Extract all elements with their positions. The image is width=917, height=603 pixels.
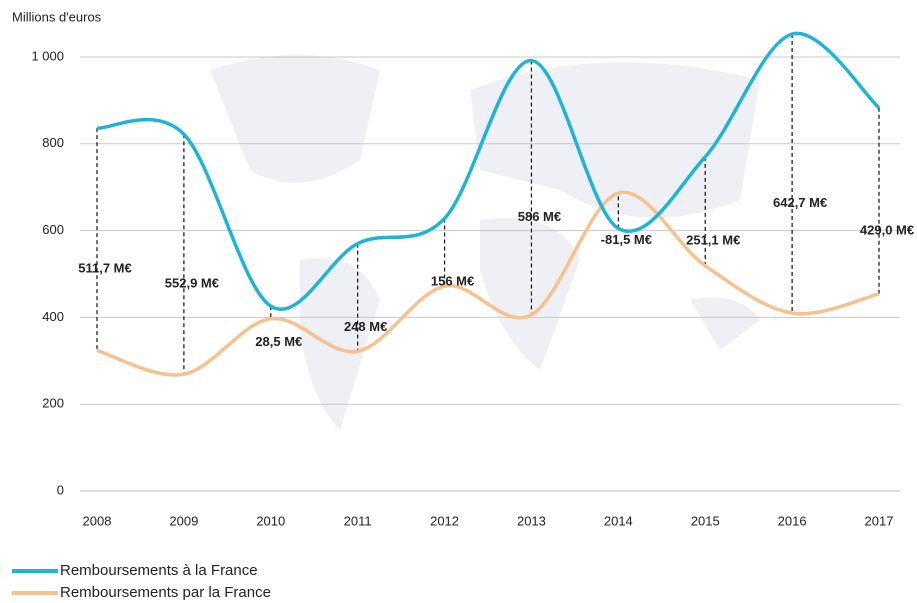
map-background (210, 55, 760, 430)
x-tick-label: 2008 (83, 513, 112, 528)
annotation: 429,0 M€ (860, 222, 914, 237)
legend-label: Remboursements par la France (60, 584, 271, 601)
series-line (96, 190, 880, 377)
y-axis-label: Millions d'euros (12, 9, 102, 24)
x-tick-label: 2011 (344, 513, 372, 528)
x-tick-label: 2017 (865, 513, 894, 528)
y-tick-label: 800 (42, 135, 64, 150)
annotation: 248 M€ (344, 319, 387, 334)
annotation: 156 M€ (431, 274, 474, 289)
x-tick-label: 2015 (691, 513, 720, 528)
x-tick-label: 2010 (256, 513, 285, 528)
y-tick-label: 0 (57, 482, 64, 497)
y-tick-label: 1 000 (31, 48, 64, 63)
x-tick-label: 2014 (604, 513, 633, 528)
annotation: 251,1 M€ (686, 233, 740, 248)
annotation: 28,5 M€ (255, 334, 302, 349)
x-tick-label: 2016 (778, 513, 807, 528)
x-tick-label: 2009 (169, 513, 198, 528)
x-tick-label: 2012 (430, 513, 459, 528)
x-tick-label: 2013 (517, 513, 546, 528)
annotation: 642,7 M€ (773, 195, 827, 210)
annotation: 552,9 M€ (165, 276, 219, 291)
y-tick-label: 400 (42, 309, 64, 324)
annotation: -81,5 M€ (601, 232, 652, 247)
annotation: 586 M€ (518, 209, 561, 224)
y-tick-label: 200 (42, 396, 64, 411)
legend-label: Remboursements à la France (60, 562, 258, 579)
annotation: 511,7 M€ (78, 261, 132, 276)
y-tick-label: 600 (42, 222, 64, 237)
series-line (96, 31, 881, 311)
